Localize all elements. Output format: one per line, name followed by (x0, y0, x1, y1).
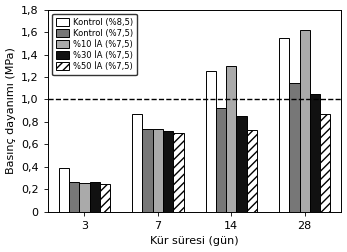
Bar (206, 71, 216, 212)
Bar (173, 133, 184, 212)
Bar (143, 129, 153, 212)
Bar (299, 30, 310, 212)
X-axis label: Kür süresi (gün): Kür süresi (gün) (150, 236, 239, 246)
Bar (236, 116, 247, 212)
Bar (289, 83, 299, 212)
Bar (69, 181, 79, 212)
Bar (59, 168, 69, 212)
Y-axis label: Basınç dayanımı (MPa): Basınç dayanımı (MPa) (6, 47, 16, 174)
Bar (279, 38, 289, 212)
Bar (320, 114, 330, 212)
Bar (163, 131, 173, 212)
Bar (247, 130, 257, 212)
Bar (153, 129, 163, 212)
Bar (132, 114, 143, 212)
Bar (90, 182, 100, 212)
Bar (310, 94, 320, 212)
Bar (226, 66, 236, 212)
Bar (216, 108, 226, 212)
Bar (79, 183, 90, 212)
Bar (100, 184, 110, 212)
Legend: Kontrol (%8,5), Kontrol (%7,5), %10 İA (%7,5), %30 İA (%7,5), %50 İA (%7,5): Kontrol (%8,5), Kontrol (%7,5), %10 İA (… (52, 14, 137, 75)
